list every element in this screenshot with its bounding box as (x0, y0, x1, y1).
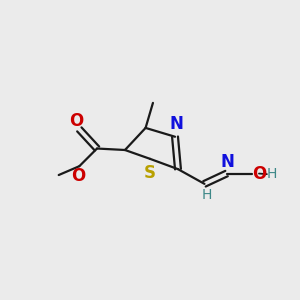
Text: O: O (71, 167, 85, 185)
Text: O: O (252, 165, 266, 183)
Text: N: N (220, 153, 234, 171)
Text: H: H (267, 167, 278, 181)
Text: O: O (69, 112, 83, 130)
Text: H: H (202, 188, 212, 202)
Text: S: S (144, 164, 156, 182)
Text: N: N (169, 115, 183, 133)
